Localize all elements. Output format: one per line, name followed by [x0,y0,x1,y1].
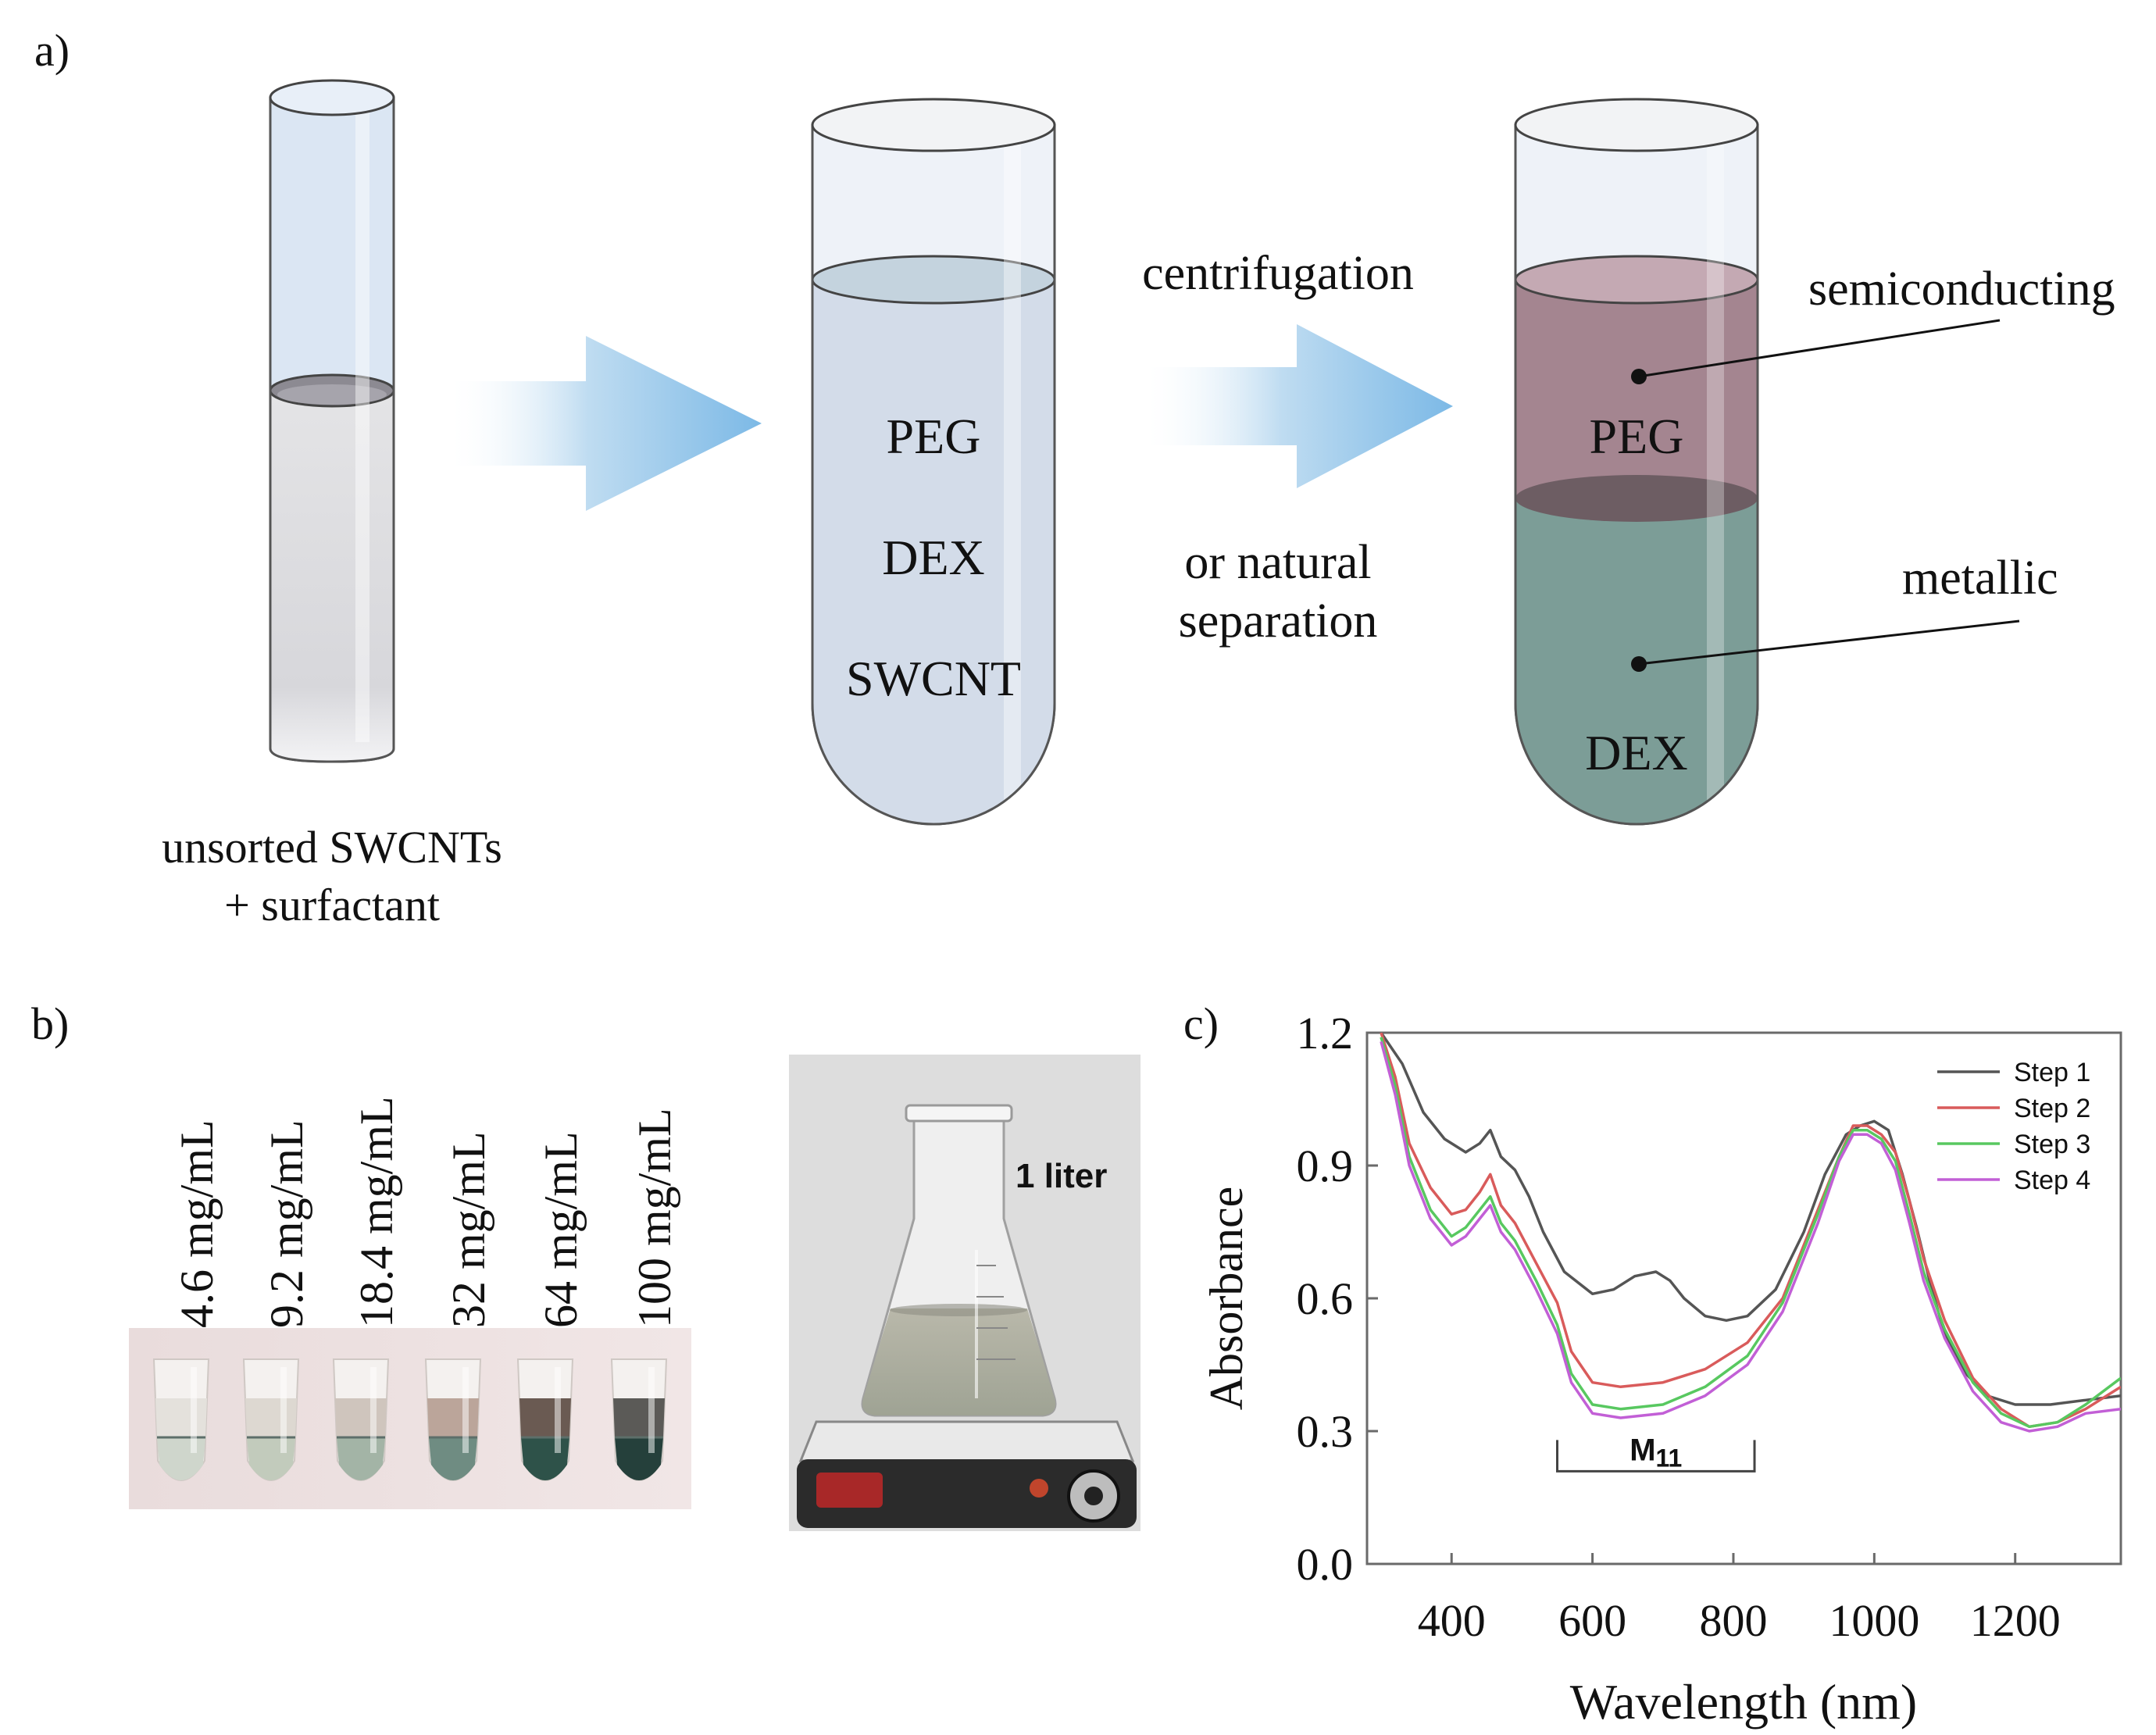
panel-a-label: a) [34,25,70,76]
concentration-label-2: 9.2 mg/mL [261,1119,312,1328]
legend-label: Step 1 [2014,1058,2090,1087]
flask-photo [789,1055,1140,1531]
tube2-label-dex: DEX [882,530,985,585]
m11-bracket [1556,1440,1756,1473]
legend: Step 1 Step 2 Step 3 Step 4 [1937,1058,2090,1195]
process-arrow-1 [445,336,762,511]
tube-unsorted [269,79,395,763]
vial [516,1358,574,1481]
process-arrow-2 [1140,324,1453,488]
process-label-separation: separation [1179,594,1378,648]
y-tick-label: 1.2 [1297,1008,1354,1058]
y-tick-label: 0.6 [1297,1273,1354,1324]
process-label-centrifugation: centrifugation [1142,247,1414,300]
flask-volume-label: 1 liter [1016,1157,1107,1195]
concentration-label-4: 32 mg/mL [443,1131,494,1328]
concentration-label-5: 64 mg/mL [535,1131,587,1328]
legend-label: Step 2 [2014,1094,2090,1123]
legend-label: Step 3 [2014,1130,2090,1159]
x-tick-label: 400 [1418,1595,1486,1646]
tube1-caption-line2: + surfactant [224,880,440,930]
tube3-label-dex: DEX [1585,725,1688,780]
x-tick-label: 800 [1699,1595,1767,1646]
tube2-label-peg: PEG [887,409,981,464]
process-label-or-natural: or natural [1184,536,1371,589]
callout-semiconducting: semiconducting [1808,262,2115,316]
concentration-label-3: 18.4 mg/mL [351,1096,402,1328]
plot-area [1365,1031,2122,1565]
vial [610,1358,668,1481]
concentration-labels: 4.6 mg/mL 9.2 mg/mL 18.4 mg/mL 32 mg/mL … [171,1096,680,1328]
series-line-step-2 [1380,1033,2121,1429]
vial [332,1358,390,1481]
y-tick-label: 0.3 [1297,1406,1354,1457]
x-tick-label: 1000 [1829,1595,1919,1646]
y-axis-title: Absorbance [1201,1187,1252,1411]
series-line-step-3 [1380,1037,2121,1429]
callout-metallic: metallic [1902,552,2058,605]
x-tick-label: 600 [1558,1595,1626,1646]
vial [242,1358,300,1481]
legend-label: Step 4 [2014,1166,2090,1195]
series-lines [1380,1033,2121,1433]
y-axis: 0.0 0.3 0.6 0.9 1.2 [1297,1008,1378,1590]
panel-b-label: b) [31,998,69,1049]
vial [152,1358,210,1481]
tube2-label-swcnt: SWCNT [846,651,1021,706]
tube-mixture [811,98,1056,826]
tube1-caption-line1: unsorted SWCNTs [162,822,502,873]
series-line-step-4 [1380,1041,2121,1433]
concentration-label-6: 100 mg/mL [629,1108,680,1328]
callout-line-metallic [1638,619,2020,666]
x-tick-label: 1200 [1970,1595,2061,1646]
chart: 0.00.30.60.91.2 400 600 800 1000 1200 M11 St… [1297,1008,2122,1646]
callout-line-semiconducting [1638,319,2001,378]
y-tick-label: 0.0 [1297,1539,1354,1590]
concentration-label-1: 4.6 mg/mL [171,1119,223,1328]
y-tick-label: 0.9 [1297,1141,1354,1191]
x-axis-title: Wavelength (nm) [1570,1674,1917,1730]
vial [424,1358,482,1481]
x-axis: 400 600 800 1000 1200 [1418,1553,2061,1646]
tube3-label-peg: PEG [1590,409,1684,464]
vials-photo [129,1328,691,1509]
panel-c-label: c) [1183,998,1219,1049]
